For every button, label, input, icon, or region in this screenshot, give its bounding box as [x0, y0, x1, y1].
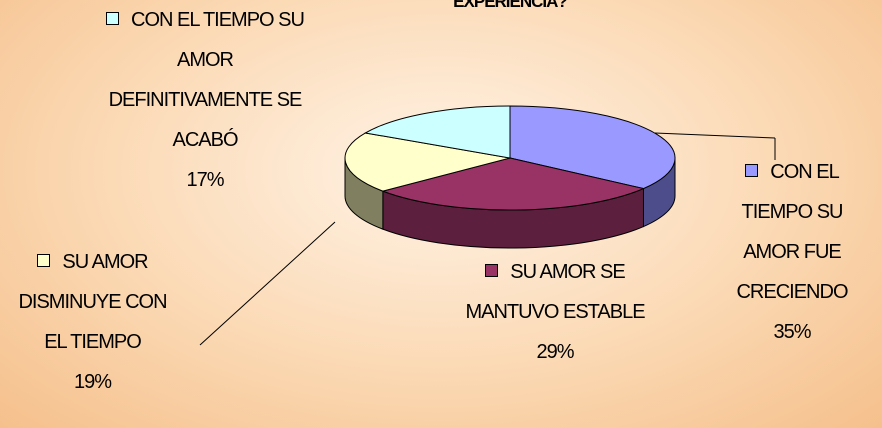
data-label: SU AMOR DISMINUYE CON EL TIEMPO 19% [10, 242, 175, 402]
category-label: CON EL TIEMPO SU AMOR FUE CRECIENDO [736, 161, 848, 303]
leader-line [654, 132, 776, 139]
category-label: SU AMOR SE MANTUVO ESTABLE [465, 261, 645, 323]
slice [509, 105, 676, 190]
slice [381, 157, 646, 211]
legend-marker [37, 254, 51, 267]
data-label: CON EL TIEMPO SU AMOR DEFINITIVAMENTE SE… [100, 0, 310, 200]
data-label: SU AMOR SE MANTUVO ESTABLE 29% [445, 252, 665, 372]
category-label: SU AMOR DISMINUYE CON EL TIEMPO [18, 251, 167, 353]
category-label: CON EL TIEMPO SU AMOR DEFINITIVAMENTE SE… [108, 9, 305, 151]
value-label: 35% [773, 321, 811, 343]
value-label: 29% [536, 341, 574, 363]
slice [344, 132, 511, 192]
pie [344, 105, 676, 249]
data-label: CON EL TIEMPO SU AMOR FUE CRECIENDO 35% [712, 152, 872, 352]
chart-title: EXPERIENCIA? [453, 0, 568, 11]
slice [363, 105, 511, 159]
legend-marker [485, 264, 499, 277]
legend-marker [106, 12, 120, 25]
leader-line [199, 221, 336, 346]
value-label: 17% [186, 169, 224, 191]
value-label: 19% [73, 371, 112, 393]
legend-marker [745, 164, 759, 177]
